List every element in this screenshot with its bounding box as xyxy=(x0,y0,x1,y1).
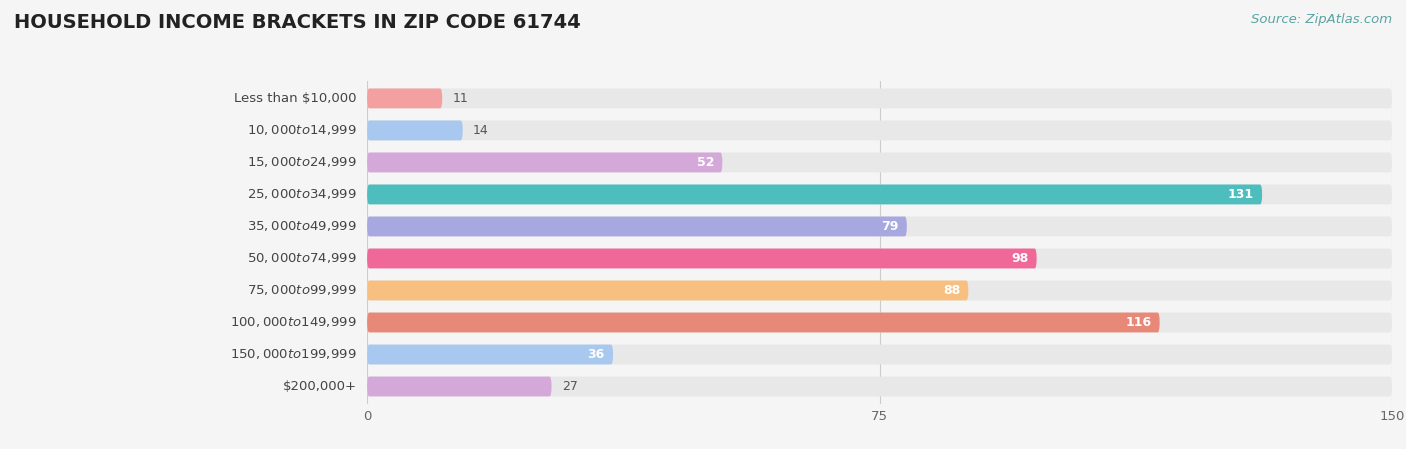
Text: $35,000 to $49,999: $35,000 to $49,999 xyxy=(247,220,357,233)
Text: 116: 116 xyxy=(1125,316,1152,329)
FancyBboxPatch shape xyxy=(367,377,551,396)
FancyBboxPatch shape xyxy=(367,153,723,172)
FancyBboxPatch shape xyxy=(367,249,1036,269)
Text: 98: 98 xyxy=(1011,252,1028,265)
FancyBboxPatch shape xyxy=(367,313,1392,332)
FancyBboxPatch shape xyxy=(367,88,1392,108)
Text: $200,000+: $200,000+ xyxy=(283,380,357,393)
FancyBboxPatch shape xyxy=(367,344,1392,365)
FancyBboxPatch shape xyxy=(367,216,907,236)
Text: 27: 27 xyxy=(562,380,578,393)
Text: $75,000 to $99,999: $75,000 to $99,999 xyxy=(247,283,357,298)
Text: 88: 88 xyxy=(943,284,960,297)
FancyBboxPatch shape xyxy=(367,377,1392,396)
Text: $25,000 to $34,999: $25,000 to $34,999 xyxy=(247,187,357,202)
FancyBboxPatch shape xyxy=(367,185,1263,204)
FancyBboxPatch shape xyxy=(367,313,1160,332)
Text: 11: 11 xyxy=(453,92,468,105)
Text: $50,000 to $74,999: $50,000 to $74,999 xyxy=(247,251,357,265)
Text: 79: 79 xyxy=(882,220,898,233)
FancyBboxPatch shape xyxy=(367,344,613,365)
Text: Source: ZipAtlas.com: Source: ZipAtlas.com xyxy=(1251,13,1392,26)
Text: 131: 131 xyxy=(1227,188,1254,201)
Text: 14: 14 xyxy=(472,124,489,137)
Text: Less than $10,000: Less than $10,000 xyxy=(233,92,357,105)
FancyBboxPatch shape xyxy=(367,88,443,108)
FancyBboxPatch shape xyxy=(367,120,1392,141)
Text: $10,000 to $14,999: $10,000 to $14,999 xyxy=(247,123,357,137)
Text: 52: 52 xyxy=(696,156,714,169)
FancyBboxPatch shape xyxy=(367,216,1392,236)
Text: $150,000 to $199,999: $150,000 to $199,999 xyxy=(231,348,357,361)
Text: HOUSEHOLD INCOME BRACKETS IN ZIP CODE 61744: HOUSEHOLD INCOME BRACKETS IN ZIP CODE 61… xyxy=(14,13,581,32)
Text: $15,000 to $24,999: $15,000 to $24,999 xyxy=(247,155,357,169)
FancyBboxPatch shape xyxy=(367,120,463,141)
FancyBboxPatch shape xyxy=(367,185,1392,204)
FancyBboxPatch shape xyxy=(367,281,1392,300)
Text: $100,000 to $149,999: $100,000 to $149,999 xyxy=(231,316,357,330)
FancyBboxPatch shape xyxy=(367,153,1392,172)
FancyBboxPatch shape xyxy=(367,281,969,300)
Text: 36: 36 xyxy=(588,348,605,361)
FancyBboxPatch shape xyxy=(367,249,1392,269)
